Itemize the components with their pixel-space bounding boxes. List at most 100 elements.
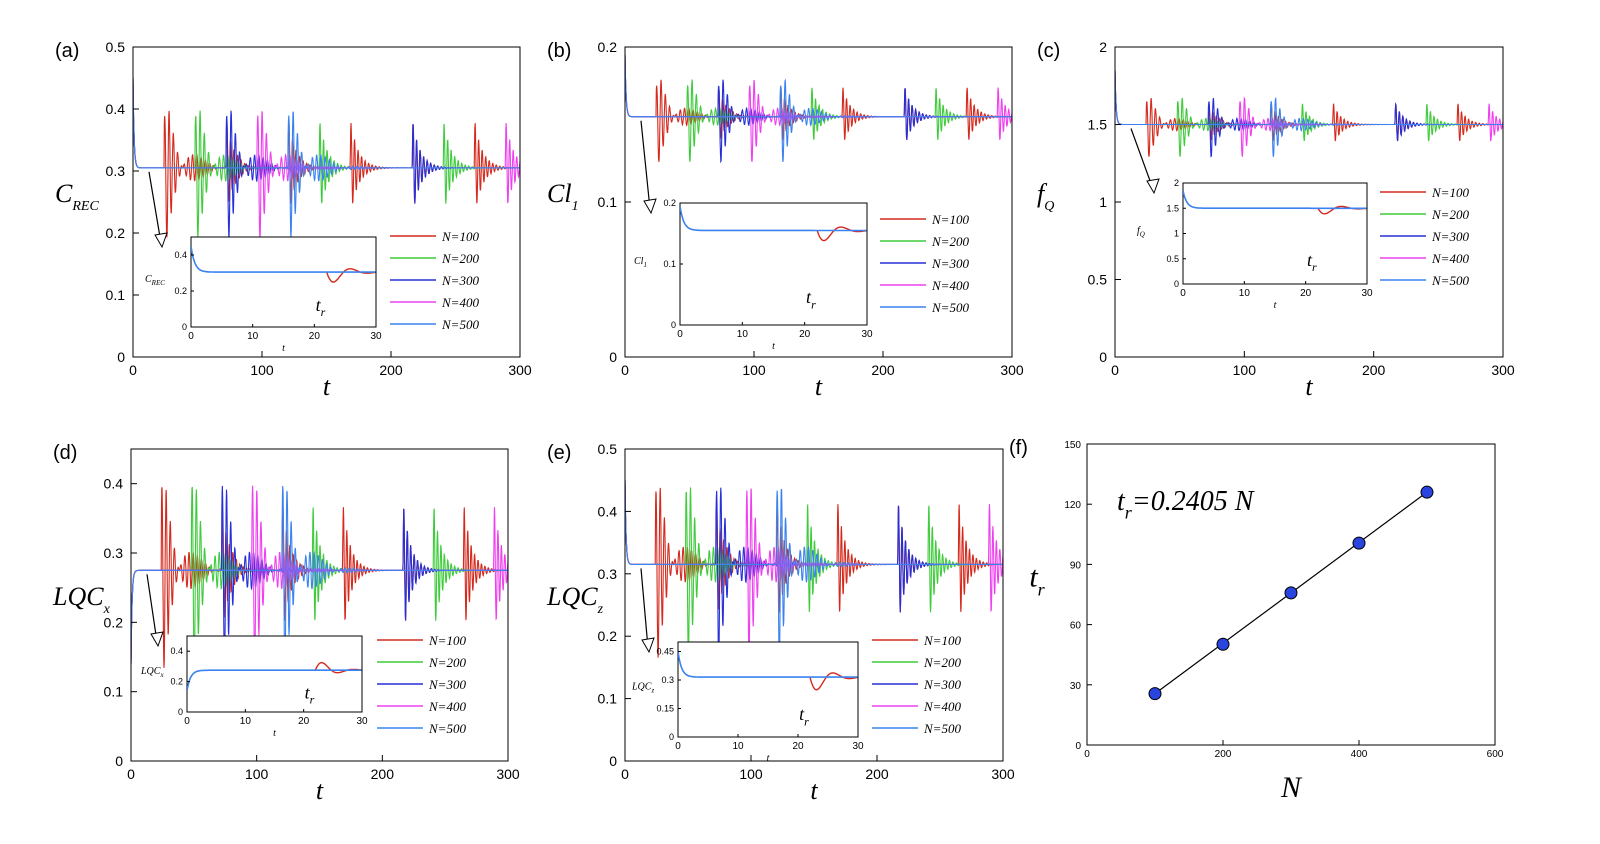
x-tick-label: 600 — [1487, 749, 1504, 760]
legend-label: N=500 — [441, 317, 479, 332]
inset-frame — [679, 202, 868, 326]
legend-label: N=500 — [923, 721, 961, 736]
inset-y-tick-label: 2 — [1174, 178, 1179, 188]
pointer-arrowhead — [641, 637, 655, 654]
inset-frame — [190, 236, 377, 328]
y-tick-label: 0.2 — [598, 628, 618, 644]
y-tick-label: 0.3 — [104, 545, 124, 561]
x-tick-label: 100 — [742, 362, 766, 378]
inset-tr-annotation: tr — [316, 295, 326, 319]
x-tick-label: 200 — [379, 362, 403, 378]
series-line-n-200 — [133, 77, 520, 238]
legend-label: N=300 — [931, 256, 969, 271]
y-tick-label: 150 — [1064, 440, 1081, 451]
series-line-n-200 — [625, 54, 1012, 162]
series-line-n-400 — [1115, 70, 1503, 157]
inset-x-tick-label: 0 — [675, 741, 681, 752]
panel-label: (d) — [53, 442, 77, 464]
inset-y-tick-label: 0 — [1174, 279, 1179, 289]
pointer-arrowhead — [1146, 178, 1160, 195]
x-tick-label: 100 — [245, 766, 269, 782]
x-tick-label: 0 — [1111, 362, 1119, 378]
legend-label: N=200 — [441, 251, 479, 266]
inset-y-tick-label: 0 — [182, 322, 187, 332]
data-point — [1420, 485, 1434, 499]
inset-x-tick-label: 20 — [1300, 288, 1312, 299]
legend-label: N=500 — [1431, 273, 1469, 288]
legend-label: N=100 — [441, 229, 479, 244]
inset-frame — [677, 641, 859, 738]
y-tick-label: 0 — [1075, 741, 1081, 752]
data-point — [1284, 586, 1298, 600]
legend-label: N=400 — [428, 699, 466, 714]
x-tick-label: 0 — [621, 766, 629, 782]
x-tick-label: 400 — [1351, 749, 1368, 760]
legend-label: N=500 — [428, 721, 466, 736]
y-tick-label: 90 — [1070, 560, 1082, 571]
pointer-arrowhead — [643, 198, 657, 215]
inset-x-tick-label: 30 — [1361, 288, 1373, 299]
legend-label: N=400 — [1431, 251, 1469, 266]
inset-series-n500 — [678, 651, 858, 678]
legend-label: N=400 — [931, 278, 969, 293]
inset-x-tick-label: 0 — [677, 329, 683, 340]
pointer-arrowhead — [154, 232, 168, 249]
y-tick-label: 0.1 — [598, 691, 618, 707]
inset-y-tick-label: 0.5 — [1166, 254, 1179, 264]
inset-x-label: t — [1274, 300, 1277, 311]
y-tick-label: 0.2 — [104, 614, 124, 630]
y-tick-label: 0.2 — [106, 225, 126, 241]
y-tick-label: 0.3 — [106, 163, 126, 179]
y-tick-label: 0.3 — [598, 566, 618, 582]
series-line-n-500 — [131, 485, 508, 669]
x-tick-label: 200 — [1215, 749, 1232, 760]
series-line-n-500 — [1115, 70, 1503, 157]
inset-x-tick-label: 10 — [1239, 288, 1251, 299]
inset-y-tick-label: 0 — [178, 707, 183, 717]
panel-label: (e) — [547, 442, 571, 464]
series-line-n-200 — [1115, 70, 1503, 157]
y-tick-label: 60 — [1070, 621, 1082, 632]
y-axis-label: LQCz — [546, 582, 604, 617]
legend-label: N=100 — [1431, 185, 1469, 200]
x-axis-label: t — [1305, 372, 1313, 401]
legend-label: N=200 — [1431, 207, 1469, 222]
panel-f: (f) 0 200 400 600 0 30 60 90 120 150 tr=0.2405 N Ntr — [1009, 437, 1504, 804]
legend-label: N=100 — [923, 633, 961, 648]
inset-x-tick-label: 10 — [732, 741, 744, 752]
inset-y-tick-label: 0.4 — [170, 646, 183, 656]
y-axis-label: Cl1 — [547, 179, 579, 214]
panel-label: (b) — [547, 40, 571, 62]
inset-y-tick-label: 0.15 — [656, 704, 674, 714]
inset-x-label: t — [273, 728, 276, 739]
inset-x-tick-label: 10 — [737, 329, 749, 340]
inset-x-tick-label: 30 — [861, 329, 873, 340]
inset-x-tick-label: 10 — [247, 331, 259, 342]
panel-label: (a) — [55, 40, 79, 62]
series-line-n-500 — [625, 480, 1003, 658]
inset-y-label: CREC — [145, 274, 165, 287]
legend-label: N=200 — [428, 655, 466, 670]
legend-label: N=200 — [931, 234, 969, 249]
inset-x-tick-label: 10 — [240, 716, 252, 727]
plot-frame — [130, 448, 509, 762]
legend-label: N=300 — [923, 677, 961, 692]
inset-y-label: LQCx — [140, 666, 164, 679]
x-tick-label: 100 — [1233, 362, 1257, 378]
inset-x-label: t — [772, 341, 775, 352]
inset-x-tick-label: 20 — [309, 331, 321, 342]
x-tick-label: 200 — [871, 362, 895, 378]
pointer-arrow — [640, 120, 651, 210]
inset-series-n500 — [680, 205, 867, 232]
x-tick-label: 0 — [621, 362, 629, 378]
x-tick-label: 200 — [1362, 362, 1386, 378]
inset-y-tick-label: 1 — [1174, 229, 1179, 239]
y-tick-label: 2 — [1099, 39, 1107, 55]
x-tick-label: 300 — [991, 766, 1015, 782]
inset-series-n500 — [191, 245, 376, 273]
legend-label: N=400 — [923, 699, 961, 714]
